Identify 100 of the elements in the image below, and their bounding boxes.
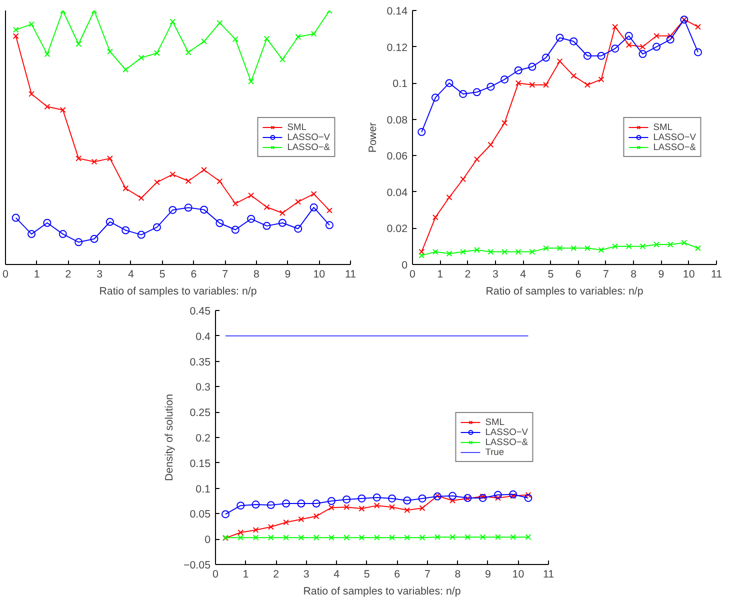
point [510,534,516,540]
point [232,200,238,207]
point [667,32,674,39]
point [611,44,620,53]
point [90,234,98,243]
y-tick-label: 0 [402,260,408,272]
y-tick-label: 0.08 [386,114,408,126]
y-tick-label: 0.2 [196,432,211,444]
point [170,18,176,25]
x-tick-label: 4 [520,268,526,280]
point [310,203,318,212]
x-tick-label: 7 [424,568,430,580]
y-tick-label: 0.15 [190,458,211,470]
point [666,36,674,44]
x-tick-label: 0 [2,268,9,280]
point [388,494,396,502]
x-axis-title: Ratio of samples to variables: n/p [486,286,644,298]
point [502,120,508,126]
point [374,502,380,509]
point [654,32,660,39]
point [252,500,260,509]
legend-label: SML [287,122,308,132]
point [389,534,395,541]
point [598,76,604,82]
point [486,82,495,91]
x-tick-label: 3 [96,268,103,280]
y-tick-label: 0.06 [386,150,408,163]
point [418,494,426,502]
point [91,158,98,165]
point [570,72,577,79]
point [262,222,271,230]
point [597,52,606,60]
point [612,24,618,30]
point [480,534,486,540]
point [216,20,223,26]
point [584,82,590,88]
x-tick-label: 2 [464,268,471,280]
point [472,88,481,96]
point [419,534,426,541]
point [248,78,254,85]
point [529,82,536,88]
x-tick-label: 7 [222,268,228,280]
point [76,155,82,162]
point [298,534,304,541]
legend-label: True [485,447,506,457]
point [294,224,302,233]
point [494,494,501,501]
point [342,495,351,504]
point [28,91,35,97]
point [652,42,661,51]
point [515,80,522,86]
point [325,221,334,230]
point [418,248,425,255]
point [570,37,578,46]
point [570,245,577,252]
x-tick-label: 1 [242,568,249,580]
point [295,34,302,40]
point [313,534,320,541]
legend-label: LASSO−V [287,132,330,142]
point [282,500,290,508]
point [524,494,532,502]
point [494,490,502,499]
point [500,75,509,84]
point [238,534,244,541]
point [200,206,208,214]
point [372,493,381,502]
x-tick-label: 6 [575,268,582,280]
x-axis-title: Ratio of samples to variables: n/p [99,286,257,298]
x-tick-label: 8 [253,268,260,280]
point [28,21,35,28]
y-tick-label: 0.3 [196,382,211,394]
point [216,178,223,184]
point [529,248,536,255]
point [328,534,334,541]
point [450,498,456,504]
point [478,494,487,502]
point [460,248,466,255]
point [459,90,468,98]
point [389,504,395,510]
point [584,245,590,252]
y-tick-label: 0.14 [386,6,408,18]
point [310,190,317,197]
legend-label: LASSO−& [485,437,528,447]
y-tick-label: 0.4 [196,330,211,343]
x-tick-label: 2 [273,568,280,580]
point [313,513,320,520]
point [238,530,244,536]
y-tick-label: 0.12 [386,42,408,54]
point [556,34,564,42]
y-tick-label: 0.25 [190,407,211,420]
x-axis-title: Ratio of samples to variables: n/p [303,586,461,598]
y-tick-label: 0 [204,534,211,546]
x-tick-label: 2 [65,268,72,280]
x-tick-label: 10 [682,268,695,280]
point [312,500,320,508]
point [76,41,82,47]
x-tick-label: 4 [334,568,340,580]
x-tick-label: 1 [34,268,40,280]
point [419,505,426,512]
point [626,243,632,250]
